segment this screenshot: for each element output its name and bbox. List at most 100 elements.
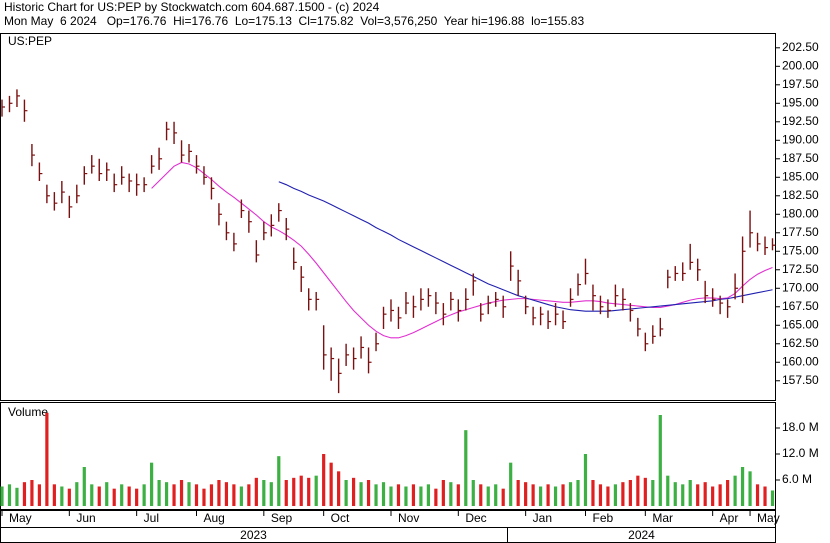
- volume-bar: [374, 484, 378, 506]
- volume-bar: [247, 484, 251, 506]
- volume-bar: [7, 484, 12, 506]
- x-tick-label: Mar: [652, 511, 673, 525]
- volume-bar: [75, 482, 79, 506]
- volume-bar: [224, 482, 229, 506]
- volume-bar: [389, 486, 393, 506]
- volume-tick-label: 6.0 M: [782, 472, 812, 486]
- volume-bar: [441, 480, 445, 506]
- volume-bar: [509, 462, 513, 506]
- y-tick-label: 167.50: [782, 299, 819, 313]
- volume-bar: [239, 486, 243, 506]
- volume-bar: [568, 482, 573, 506]
- volume-bar: [120, 484, 124, 506]
- volume-bar: [651, 480, 655, 506]
- volume-bar: [254, 477, 258, 506]
- volume-bar: [628, 480, 632, 506]
- volume-bar: [292, 477, 296, 506]
- volume-bar: [337, 471, 341, 506]
- volume-bar: [351, 477, 356, 506]
- volume-bar: [209, 484, 214, 506]
- y-tick-label: 195.00: [782, 95, 819, 109]
- volume-bar: [479, 484, 483, 506]
- volume-bar: [0, 486, 4, 506]
- volume-bar: [359, 482, 363, 506]
- y-tick-label: 175.00: [782, 243, 819, 257]
- x-tick-label: Jun: [76, 511, 95, 525]
- volume-bar: [105, 482, 109, 506]
- y-tick-label: 185.00: [782, 169, 819, 183]
- volume-bar: [15, 487, 19, 506]
- y-tick-label: 160.00: [782, 354, 819, 368]
- x-tick-label: Nov: [398, 511, 419, 525]
- volume-bar: [97, 486, 101, 506]
- volume-bar: [157, 480, 161, 506]
- volume-bar: [314, 475, 318, 506]
- volume-bar: [322, 454, 326, 506]
- volume-bar: [434, 488, 438, 506]
- volume-bar: [45, 412, 49, 506]
- volume-bar: [524, 482, 528, 506]
- volume-bar: [703, 482, 707, 506]
- volume-bar: [494, 484, 498, 506]
- volume-bar: [307, 477, 311, 506]
- volume-bar: [486, 486, 490, 506]
- volume-bar: [583, 454, 588, 506]
- y-tick-label: 170.00: [782, 280, 819, 294]
- volume-bar: [135, 488, 139, 506]
- moving-average-line: [151, 161, 773, 339]
- chart-subtitle: Mon May 6 2024 Op=176.76 Hi=176.76 Lo=17…: [4, 14, 584, 28]
- volume-bar: [202, 488, 206, 506]
- volume-bar: [82, 467, 86, 506]
- volume-bar: [464, 430, 468, 506]
- chart-title: Historic Chart for US:PEP by Stockwatch.…: [4, 0, 380, 14]
- volume-bar: [449, 482, 453, 506]
- volume-bar: [748, 471, 752, 506]
- volume-bar: [90, 484, 94, 506]
- x-tick-label: Dec: [465, 511, 486, 525]
- volume-bar: [733, 475, 737, 506]
- volume-panel: [0, 402, 776, 510]
- volume-bar: [598, 484, 603, 506]
- year-label: 2023: [240, 528, 267, 542]
- volume-bar: [217, 480, 221, 506]
- volume-bar: [60, 486, 64, 506]
- volume-bar: [284, 480, 288, 506]
- volume-bar: [187, 482, 191, 506]
- volume-bar: [67, 488, 71, 506]
- volume-bar: [299, 475, 303, 506]
- x-tick-label: Sep: [271, 511, 293, 525]
- volume-bar: [666, 475, 670, 506]
- volume-bar: [396, 484, 401, 506]
- volume-bar: [553, 486, 558, 506]
- volume-bar: [681, 484, 685, 506]
- volume-bar: [277, 456, 281, 506]
- volume-bar: [673, 482, 677, 506]
- volume-tick-label: 12.0 M: [782, 446, 819, 460]
- y-tick-label: 182.50: [782, 188, 819, 202]
- volume-bar: [30, 480, 34, 506]
- volume-bar: [636, 475, 640, 506]
- symbol-label: US:PEP: [8, 34, 52, 48]
- y-tick-label: 192.50: [782, 114, 819, 128]
- y-tick-label: 187.50: [782, 151, 819, 165]
- volume-bar: [539, 486, 543, 506]
- volume-label: Volume: [8, 405, 48, 419]
- volume-bar: [329, 462, 333, 506]
- volume-bar: [127, 486, 131, 506]
- volume-bar: [718, 484, 722, 506]
- volume-bar: [381, 482, 386, 506]
- year-label: 2024: [628, 528, 655, 542]
- y-tick-label: 180.00: [782, 206, 819, 220]
- volume-bar: [419, 486, 423, 506]
- volume-bar: [194, 484, 199, 506]
- x-tick-label: May: [757, 511, 780, 525]
- volume-bar: [546, 484, 550, 506]
- y-tick-label: 172.50: [782, 262, 819, 276]
- volume-bar: [531, 484, 535, 506]
- volume-bar: [740, 467, 745, 506]
- volume-bar: [770, 490, 775, 506]
- x-tick-label: Jan: [533, 511, 552, 525]
- volume-bar: [142, 484, 146, 506]
- volume-bar: [112, 488, 116, 506]
